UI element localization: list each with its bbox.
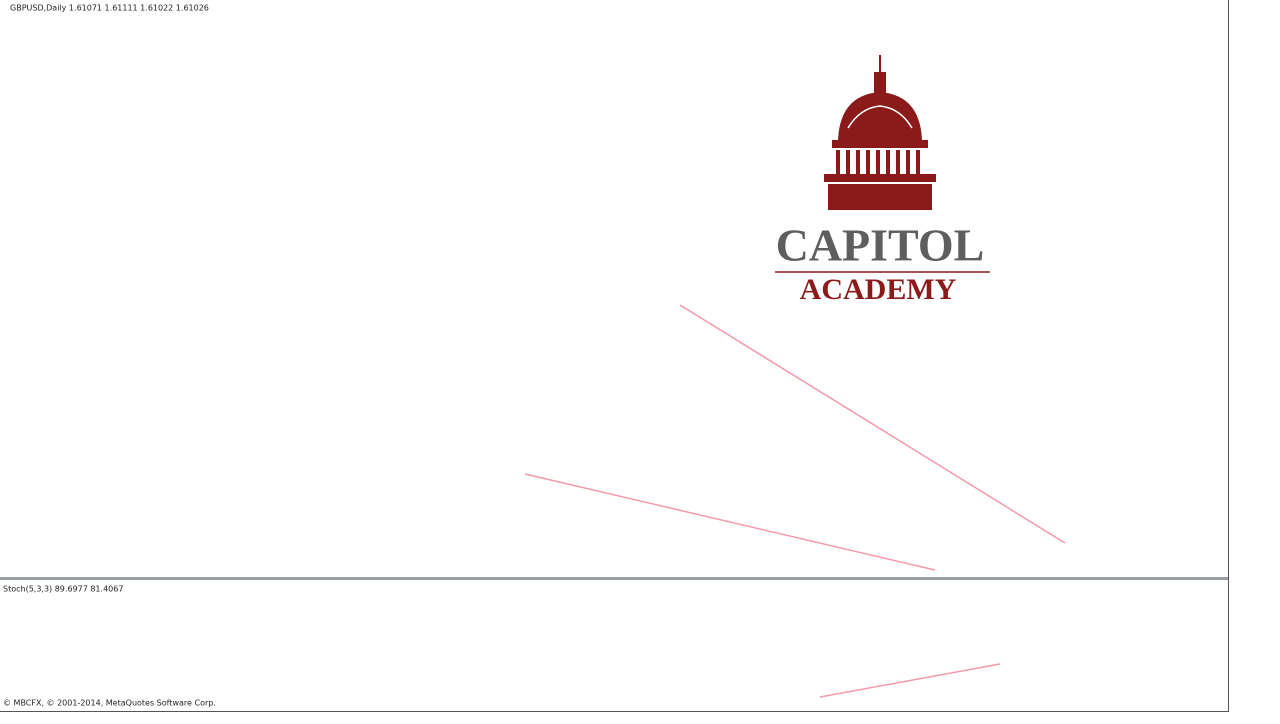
dome — [838, 92, 922, 140]
logo-line1: CAPITOL — [776, 220, 985, 271]
panel-separator — [0, 577, 1228, 580]
columns — [836, 150, 920, 174]
lantern — [874, 72, 886, 98]
cornice — [832, 140, 928, 148]
trendline — [819, 663, 1001, 698]
trendline — [524, 473, 936, 571]
indicator-title: Stoch(5,3,3) 89.6977 81.4067 — [3, 585, 123, 594]
chart-title: GBPUSD,Daily 1.61071 1.61111 1.61022 1.6… — [10, 4, 209, 13]
base — [828, 184, 932, 210]
logo-line2: ACADEMY — [800, 273, 957, 306]
base-top — [824, 174, 936, 182]
trendline — [679, 304, 1066, 544]
logo: CAPITOL ACADEMY — [775, 55, 990, 306]
dome-line — [847, 105, 913, 129]
copyright: © MBCFX, © 2001-2014, MetaQuotes Softwar… — [3, 699, 216, 708]
